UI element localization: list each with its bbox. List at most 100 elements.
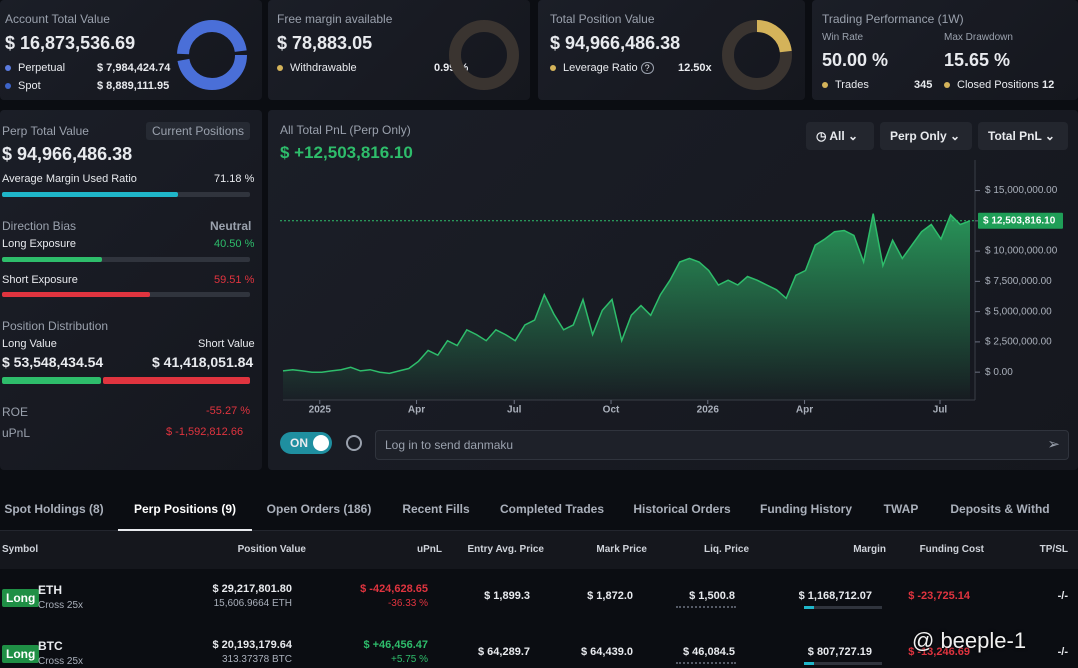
row-label: Perpetual — [5, 62, 65, 74]
entry: $ 1,899.3 — [484, 590, 530, 602]
column-header[interactable]: uPnL — [417, 544, 442, 555]
side-badge: Long — [2, 589, 40, 607]
value: -55.27 % — [206, 405, 251, 417]
y-tick-label: $ 5,000,000.00 — [985, 306, 1052, 317]
value: $ 53,548,434.54 — [2, 354, 104, 370]
card: Account Total Value $ 16,873,536.69 Perp… — [0, 0, 262, 100]
row-label-text: Leverage Ratio — [563, 62, 638, 74]
label: Long Exposure — [2, 238, 76, 250]
row-label-text: Trades — [835, 79, 869, 91]
value: $ 41,418,051.84 — [152, 354, 254, 370]
y-tick-label: $ 7,500,000.00 — [985, 276, 1052, 287]
column-header[interactable]: Margin — [853, 544, 886, 555]
symbol: BTC — [38, 639, 63, 653]
current-badge — [978, 212, 1063, 229]
filter-dropdown[interactable]: Perp Only ⌄ — [880, 122, 972, 150]
liq: $ 46,084.5 — [683, 646, 735, 658]
tab-bar: Spot Holdings (8) Perp Positions (9) Open … — [0, 490, 1078, 531]
x-tick-label: 2025 — [309, 405, 332, 416]
row-label-text: Spot — [18, 80, 41, 92]
upnl-percent: +5.75 % — [391, 654, 428, 665]
stat-label: Win Rate — [822, 32, 864, 43]
chart-headline: $ +12,503,816.10 — [280, 143, 413, 162]
row-label-text: Withdrawable — [290, 62, 357, 74]
stat-value: 50.00 % — [822, 50, 889, 70]
margin: $ 807,727.19 — [807, 646, 872, 658]
filter-dropdown[interactable]: ◷ All ⌄ — [806, 122, 874, 150]
tab[interactable]: Recent Fills — [402, 502, 470, 516]
pnl-line — [282, 213, 971, 375]
row-value: 12.50x — [678, 62, 712, 74]
row-value: $ 8,889,111.95 — [97, 80, 170, 92]
mark: $ 1,872.0 — [587, 590, 633, 602]
size: 313.37378 BTC — [221, 654, 292, 665]
long-share — [2, 377, 101, 384]
tab[interactable]: Deposits & Withd — [950, 502, 1050, 516]
column-header[interactable]: TP/SL — [1039, 544, 1068, 555]
toggle-knob — [313, 435, 329, 451]
watermark: @ beeple-1 — [912, 628, 1027, 653]
donut-ring — [177, 20, 247, 90]
column-header[interactable]: Symbol — [2, 544, 39, 555]
label: Short Exposure — [2, 274, 78, 286]
tab[interactable]: Historical Orders — [633, 502, 731, 516]
chart-title: All Total PnL (Perp Only) — [280, 123, 411, 137]
row-label: Trades — [822, 79, 869, 91]
tab[interactable]: Funding History — [760, 502, 852, 516]
mark: $ 64,439.0 — [581, 646, 633, 658]
donut — [177, 20, 247, 90]
liq-meter — [676, 662, 736, 666]
row-value: $ 7,984,424.74 — [97, 62, 171, 74]
danmaku-toggle[interactable]: ON — [280, 432, 332, 454]
stat-label: Max Drawdown — [944, 32, 1013, 43]
progress — [2, 257, 102, 262]
tab[interactable]: TWAP — [883, 502, 919, 516]
label: Direction Bias — [2, 219, 77, 233]
upnl: $ -424,628.65 — [360, 583, 428, 595]
filter-dropdown[interactable]: Total PnL ⌄ — [978, 122, 1068, 150]
donut — [449, 20, 519, 90]
perp-panel: Perp Total Value Current Positions $ 94,… — [0, 110, 262, 470]
y-tick-label: $ 10,000,000.00 — [985, 246, 1058, 257]
positions-table: Symbol Position Value uPnL Entry Avg. Price… — [0, 531, 1078, 668]
tab[interactable]: Perp Positions (9) — [117, 502, 253, 531]
send-icon[interactable]: ➢ — [1047, 436, 1060, 453]
card-title: Free margin available — [277, 12, 393, 26]
tpsl: -/- — [1057, 590, 1068, 602]
row-value: 345 — [914, 79, 933, 91]
liq: $ 1,500.8 — [689, 590, 735, 602]
tab[interactable]: Spot Holdings (8) — [4, 502, 104, 516]
value: Neutral — [210, 219, 252, 233]
track — [2, 257, 250, 262]
label: Position Distribution — [2, 319, 109, 333]
current-positions-button[interactable]: Current Positions — [146, 122, 251, 140]
row-label-text: Closed Positions — [957, 79, 1039, 91]
row-label: Leverage Ratio ? — [550, 62, 654, 74]
side-badge: Long — [2, 645, 40, 663]
leverage: Cross 25x — [38, 656, 84, 667]
tab[interactable]: Open Orders (186) — [266, 502, 372, 516]
filter-text: Perp Only — [890, 129, 947, 143]
y-tick-label: $ 15,000,000.00 — [985, 185, 1058, 196]
danmaku-input[interactable]: Log in to send danmaku ➢ — [375, 430, 1069, 460]
column-header[interactable]: Entry Avg. Price — [467, 544, 544, 555]
column-header[interactable]: Mark Price — [596, 544, 647, 555]
label: Average Margin Used Ratio — [2, 173, 137, 185]
x-tick-label: 2026 — [697, 405, 720, 416]
tab[interactable]: Completed Trades — [499, 502, 605, 516]
current-label: $ 12,503,816.10 — [983, 215, 1056, 226]
size: 15,606.9664 ETH — [213, 598, 292, 609]
column-header[interactable]: Funding Cost — [919, 544, 984, 555]
column-header[interactable]: Position Value — [237, 544, 306, 555]
row-label-text: Perpetual — [18, 62, 66, 74]
panel-title: Perp Total Value — [2, 124, 89, 138]
funding-cost: $ -23,725.14 — [908, 590, 970, 602]
column-header[interactable]: Liq. Price — [703, 544, 749, 555]
settings-icon[interactable] — [346, 435, 362, 451]
leverage: Cross 25x — [38, 600, 84, 611]
toggle-text: ON — [290, 436, 308, 450]
stat-value: 15.65 % — [944, 50, 1011, 70]
filter-text: Total PnL — [988, 129, 1042, 143]
x-tick-label: Apr — [796, 405, 813, 416]
